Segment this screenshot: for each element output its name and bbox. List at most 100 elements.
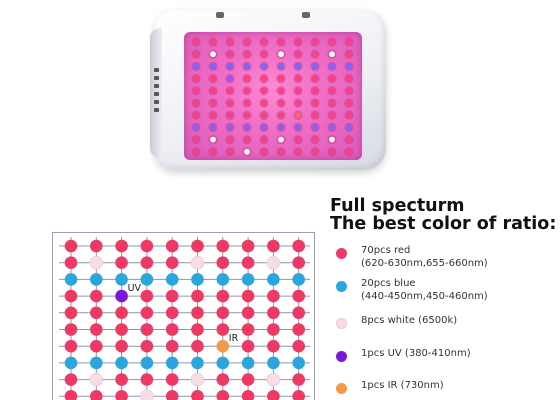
led-chip: [295, 87, 301, 94]
led-chip: [227, 124, 233, 131]
blue-led: [267, 273, 280, 286]
red-led: [115, 373, 128, 386]
white-led: [190, 256, 205, 270]
legend-uv-label: 1pcs UV (380-410nm): [361, 348, 471, 359]
led-chip: [295, 112, 301, 119]
ir-callout-label: IR: [229, 333, 239, 344]
led-chip: [261, 112, 267, 119]
led-chip: [210, 124, 216, 131]
red-led: [216, 306, 230, 320]
legend-blue-range: (440-450nm,450-460nm): [361, 291, 488, 302]
red-led: [191, 339, 204, 353]
led-chip: [210, 87, 216, 94]
red-led-dot-icon: [336, 248, 347, 259]
vent-slot: [154, 84, 159, 88]
led-panel: [184, 32, 362, 160]
led-chip: [261, 87, 267, 94]
blue-led: [216, 356, 230, 370]
led-chip: [312, 75, 318, 82]
uv-led: [115, 289, 128, 303]
red-led: [165, 323, 179, 336]
red-led: [267, 390, 280, 400]
white-led: [266, 372, 281, 387]
blue-led: [140, 273, 154, 286]
led-chip: [295, 39, 301, 45]
blue-led: [165, 356, 179, 370]
led-chip: [193, 148, 199, 155]
led-chip: [244, 87, 250, 94]
legend-blue-label: 20pcs blue: [361, 278, 416, 289]
led-chip: [227, 148, 233, 155]
blue-led: [191, 356, 204, 370]
red-led: [241, 256, 255, 269]
legend-red-label: 70pcs red: [361, 245, 411, 256]
red-led: [165, 256, 179, 269]
led-chip: [312, 124, 318, 131]
blue-led: [267, 356, 280, 370]
red-led: [216, 390, 230, 400]
led-chip: [227, 136, 233, 143]
hanging-screw-icon: [302, 12, 310, 18]
red-led: [292, 323, 305, 336]
hanging-screw-icon: [216, 12, 224, 18]
ir-led: [216, 339, 230, 353]
led-chip: [261, 100, 267, 106]
led-chip: [227, 63, 233, 70]
red-led: [165, 390, 179, 400]
red-led: [64, 306, 78, 320]
blue-led: [64, 356, 78, 370]
red-led: [165, 373, 179, 386]
uv-led-dot-icon: [336, 351, 347, 362]
led-chip: [346, 63, 352, 70]
led-chip: [278, 100, 284, 106]
led-chip: [193, 63, 199, 70]
red-led: [165, 306, 179, 320]
red-led: [115, 306, 128, 320]
red-led: [64, 289, 78, 303]
led-chip: [193, 136, 199, 143]
white-led: [190, 372, 205, 387]
blue-led-dot-icon: [336, 281, 347, 292]
led-chip: [329, 124, 335, 131]
led-chip: [295, 63, 301, 70]
led-chip: [278, 63, 284, 70]
led-chip: [193, 100, 199, 106]
blue-led: [292, 273, 305, 286]
red-led: [64, 323, 78, 336]
red-led: [292, 256, 305, 269]
white-led: [140, 389, 154, 400]
led-chip: [244, 51, 250, 58]
led-chip: [278, 148, 284, 155]
red-led: [241, 306, 255, 320]
led-chip: [227, 100, 233, 106]
red-led: [241, 339, 255, 353]
led-chip: [329, 39, 335, 45]
led-chip: [329, 51, 335, 58]
red-led: [64, 256, 78, 269]
red-led: [191, 289, 204, 303]
red-led: [140, 373, 154, 386]
led-chip: [278, 75, 284, 82]
led-chip: [227, 87, 233, 94]
led-chip: [193, 51, 199, 58]
led-chip: [295, 124, 301, 131]
red-led: [115, 390, 128, 400]
legend-item-red: 70pcs red (620-630nm,655-660nm): [336, 244, 488, 270]
led-chip: [210, 75, 216, 82]
led-chip: [193, 39, 199, 45]
led-chip: [312, 51, 318, 58]
legend-item-uv: 1pcs UV (380-410nm): [336, 347, 471, 362]
red-led: [64, 339, 78, 353]
led-chip: [312, 100, 318, 106]
red-led: [140, 306, 154, 320]
vent-slot: [154, 92, 159, 96]
red-led: [90, 239, 103, 253]
led-chip: [312, 136, 318, 143]
grow-light-photo: [150, 0, 400, 175]
red-led: [140, 323, 154, 336]
red-led: [90, 390, 103, 400]
led-chip: [329, 148, 335, 155]
led-chip: [295, 100, 301, 106]
red-led: [241, 239, 255, 253]
led-chip: [329, 112, 335, 119]
